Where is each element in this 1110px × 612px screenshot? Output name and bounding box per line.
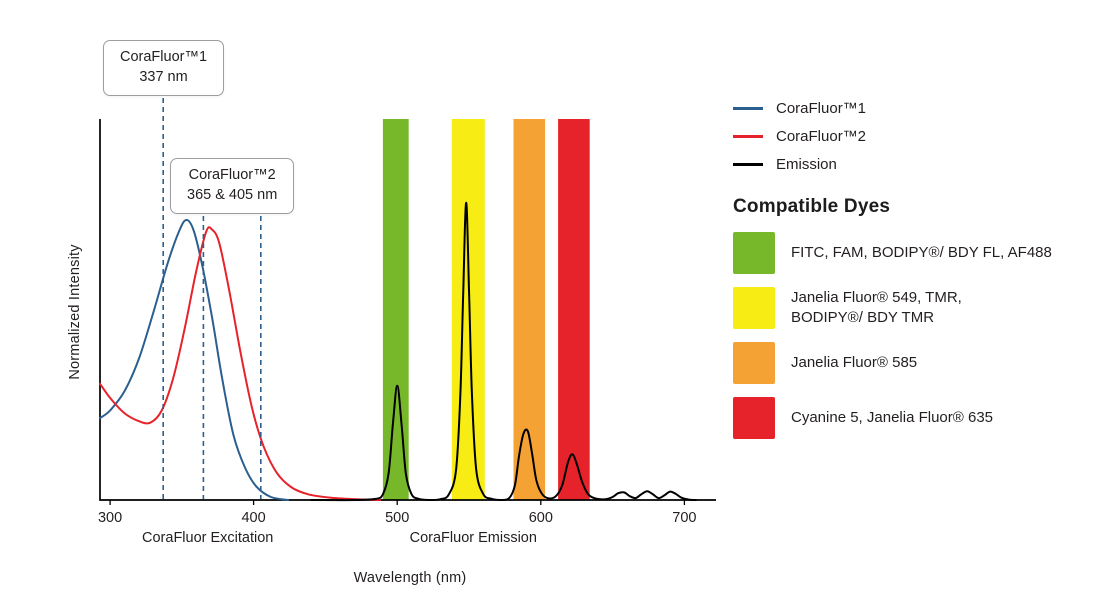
filter-band-1 [451, 119, 485, 500]
dye-row-yellow: Janelia Fluor® 549, TMR, BODIPY®/ BDY TM… [733, 287, 1105, 329]
x-tick-label: 700 [672, 510, 696, 526]
dye-label: FITC, FAM, BODIPY®/ BDY FL, AF488 [791, 243, 1052, 261]
dye-label: Janelia Fluor® 585 [791, 353, 918, 371]
legend-item-corafluor1: CoraFluor™1 [733, 94, 1105, 122]
spectra-chart: 300 400 500 600 700 CoraFluor Excitation CoraF… [67, 40, 716, 586]
axis-region-label: CoraFluor Emission [410, 530, 537, 546]
compatible-dyes-list: FITC, FAM, BODIPY®/ BDY FL, AF488 Janeli… [733, 232, 1105, 439]
axis-region-label: CoraFluor Excitation [142, 530, 273, 546]
legend-line-swatch [733, 162, 763, 166]
x-axis-label: Wavelength (nm) [353, 570, 467, 586]
annotation-title: CoraFluor™2 [188, 167, 276, 183]
legend-line-swatch [733, 106, 763, 110]
annotation-box-0: CoraFluor™1 337 nm [103, 40, 225, 96]
dye-row-green: FITC, FAM, BODIPY®/ BDY FL, AF488 [733, 232, 1105, 274]
legend-label: Emission [776, 155, 837, 173]
annotation-box-1: CoraFluor™2 365 & 405 nm [170, 158, 295, 214]
x-tick-label: 500 [385, 510, 409, 526]
legend-label: CoraFluor™2 [776, 127, 867, 145]
series-corafluor-2 [99, 226, 381, 501]
spectra-plot: 300 400 500 600 700 CoraFluor Excitation CoraF… [98, 98, 716, 546]
legend-label: CoraFluor™1 [776, 99, 867, 117]
x-tick-label: 400 [241, 510, 265, 526]
compatible-dyes-heading: Compatible Dyes [733, 196, 891, 217]
legend: CoraFluor™1 CoraFluor™2 Emission [733, 94, 1105, 178]
filter-band-2 [513, 119, 546, 500]
x-tick-label: 300 [98, 510, 122, 526]
dye-label: Cyanine 5, Janelia Fluor® 635 [791, 408, 994, 426]
dye-row-orange: Janelia Fluor® 585 [733, 342, 1105, 384]
x-tick-label: 600 [529, 510, 553, 526]
axes [99, 119, 716, 501]
annotation-value: 337 nm [139, 69, 188, 86]
annotation-value: 365 & 405 nm [187, 187, 278, 204]
legend-panel: CoraFluor™1 CoraFluor™2 Emission Compati… [733, 94, 1105, 452]
legend-line-swatch [733, 134, 763, 138]
legend-item-corafluor2: CoraFluor™2 [733, 122, 1105, 150]
dye-color-swatch [733, 397, 775, 439]
dye-label: Janelia Fluor® 549, TMR, BODIPY®/ BDY TM… [791, 288, 962, 326]
y-axis-label: Normalized Intensity [67, 244, 83, 380]
filter-band-3 [558, 119, 590, 500]
dye-row-red: Cyanine 5, Janelia Fluor® 635 [733, 397, 1105, 439]
dye-color-swatch [733, 287, 775, 329]
dye-color-swatch [733, 342, 775, 384]
annotation-title: CoraFluor™1 [120, 49, 208, 65]
legend-item-emission: Emission [733, 150, 1105, 178]
filter-band-0 [382, 119, 409, 500]
series-corafluor-1 [99, 218, 290, 501]
dye-color-swatch [733, 232, 775, 274]
series-emission [310, 201, 697, 502]
